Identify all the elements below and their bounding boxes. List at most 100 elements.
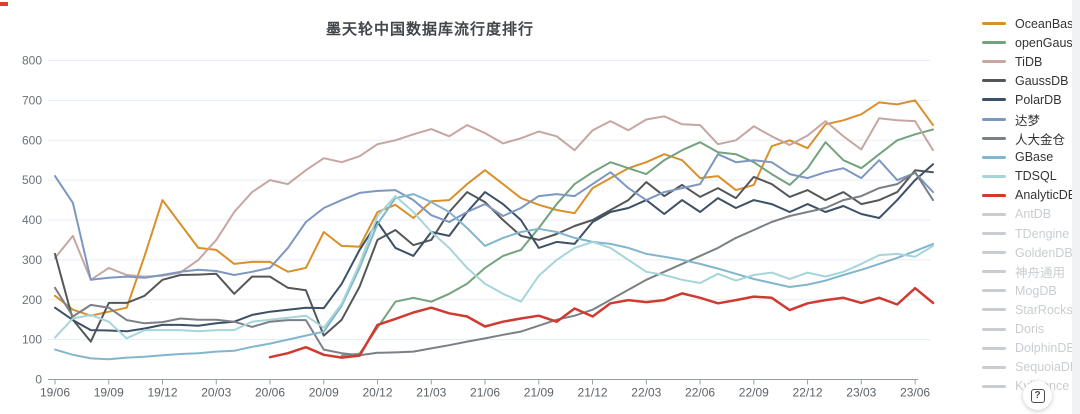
legend-label: StarRocks <box>1015 302 1073 317</box>
legend-swatch <box>982 98 1006 102</box>
series-line-OceanBase <box>54 99 934 317</box>
legend-item-TDSQL[interactable]: TDSQL <box>982 167 1080 186</box>
y-axis-label: 300 <box>22 253 42 267</box>
x-axis-label: 21/12 <box>578 386 608 400</box>
legend-label: MogDB <box>1015 283 1057 298</box>
series-line-TiDB <box>54 115 934 281</box>
legend-swatch <box>982 136 1006 140</box>
x-axis-label: 22/09 <box>739 386 769 400</box>
legend-label: GaussDB <box>1015 73 1069 88</box>
chart-legend: OceanBase openGauss TiDB GaussDB PolarDB 达梦人大… <box>982 14 1080 396</box>
series-line-PolarDB <box>54 163 934 333</box>
y-axis-label: 200 <box>22 293 42 307</box>
series-line-openGauss <box>340 128 934 357</box>
series-line-AnalyticDB <box>268 286 935 359</box>
legend-label: GoldenDB <box>1015 245 1073 260</box>
legend-item-GaussDB[interactable]: GaussDB <box>982 71 1080 90</box>
legend-item-MogDB[interactable]: MogDB <box>982 281 1080 300</box>
legend-swatch <box>982 41 1006 45</box>
legend-swatch <box>982 289 1006 293</box>
x-axis-label: 20/06 <box>255 386 285 400</box>
x-axis-label: 19/12 <box>147 386 177 400</box>
legend-label: AntDB <box>1015 207 1052 222</box>
y-axis-label: 800 <box>22 54 42 68</box>
legend-swatch <box>982 79 1006 83</box>
question-mark-icon: ? <box>1030 388 1045 403</box>
legend-item-StarRocks[interactable]: StarRocks <box>982 300 1080 319</box>
help-button[interactable]: ? <box>1023 381 1052 410</box>
legend-item-Doris[interactable]: Doris <box>982 320 1080 339</box>
legend-swatch <box>982 22 1006 26</box>
legend-label: 神舟通用 <box>1015 266 1066 281</box>
legend-swatch <box>982 117 1006 121</box>
legend-item-达梦[interactable]: 达梦 <box>982 109 1080 128</box>
x-axis-label: 20/03 <box>201 386 231 400</box>
legend-label: TDSQL <box>1015 169 1057 184</box>
legend-label: TiDB <box>1015 54 1043 69</box>
legend-item-AntDB[interactable]: AntDB <box>982 205 1080 224</box>
legend-swatch <box>982 60 1006 64</box>
series-line-GBase <box>54 193 934 361</box>
legend-swatch <box>982 384 1006 388</box>
y-axis-label: 500 <box>22 173 42 187</box>
y-axis-label: 0 <box>35 373 42 387</box>
y-axis-label: 400 <box>22 213 42 227</box>
legend-swatch <box>982 155 1006 159</box>
x-axis-label: 22/12 <box>793 386 823 400</box>
legend-swatch <box>982 270 1006 274</box>
legend-label: SequoiaDB <box>1015 360 1079 375</box>
x-axis-label: 21/03 <box>416 386 446 400</box>
x-axis-label: 20/12 <box>363 386 393 400</box>
legend-swatch <box>982 327 1006 331</box>
legend-item-SequoiaDB[interactable]: SequoiaDB <box>982 358 1080 377</box>
legend-label: TDengine <box>1015 226 1070 241</box>
series-line-TDSQL <box>54 195 934 340</box>
series-line-达梦 <box>54 153 934 281</box>
y-axis-label: 700 <box>22 93 42 107</box>
legend-swatch <box>982 251 1006 255</box>
legend-swatch <box>982 308 1006 312</box>
legend-item-GBase[interactable]: GBase <box>982 148 1080 167</box>
x-axis-label: 22/06 <box>685 386 715 400</box>
legend-item-AnalyticDB[interactable]: AnalyticDB <box>982 186 1080 205</box>
x-axis-label: 22/03 <box>631 386 661 400</box>
legend-item-OceanBase[interactable]: OceanBase <box>982 14 1080 33</box>
legend-swatch <box>982 193 1006 197</box>
legend-swatch <box>982 365 1006 369</box>
legend-label: PolarDB <box>1015 92 1062 107</box>
legend-label: GBase <box>1015 150 1054 165</box>
page-title: 墨天轮中国数据库流行度排行 <box>325 21 534 38</box>
x-axis-label: 19/06 <box>40 386 70 400</box>
legend-swatch <box>982 232 1006 236</box>
series-line-GaussDB <box>54 169 934 343</box>
screenshot-artifact <box>0 2 8 6</box>
legend-label: AnalyticDB <box>1015 188 1077 203</box>
legend-item-TiDB[interactable]: TiDB <box>982 52 1080 71</box>
popularity-line-chart: 0 100 200 300 400 500 600 700 800 19/06 19/09 19/12… <box>22 54 935 400</box>
legend-item-人大金仓[interactable]: 人大金仓 <box>982 129 1080 148</box>
legend-item-TDengine[interactable]: TDengine <box>982 224 1080 243</box>
x-axis-label: 23/03 <box>846 386 876 400</box>
legend-swatch <box>982 174 1006 178</box>
legend-label: 达梦 <box>1015 113 1041 128</box>
x-axis-label: 23/06 <box>900 386 930 400</box>
x-axis-label: 21/09 <box>524 386 554 400</box>
legend-swatch <box>982 212 1006 216</box>
legend-item-DolphinDB[interactable]: DolphinDB <box>982 339 1080 358</box>
legend-item-PolarDB[interactable]: PolarDB <box>982 90 1080 109</box>
scrollbar-track <box>1072 0 1080 414</box>
series-line-人大金仓 <box>54 171 934 357</box>
y-axis-label: 100 <box>22 333 42 347</box>
legend-item-神舟通用[interactable]: 神舟通用 <box>982 262 1080 281</box>
y-axis-label: 600 <box>22 133 42 147</box>
legend-label: Doris <box>1015 322 1045 337</box>
legend-label: OceanBase <box>1015 16 1080 31</box>
legend-label: DolphinDB <box>1015 341 1075 356</box>
x-axis-label: 20/09 <box>309 386 339 400</box>
legend-item-GoldenDB[interactable]: GoldenDB <box>982 243 1080 262</box>
x-axis-label: 21/06 <box>470 386 500 400</box>
legend-item-openGauss[interactable]: openGauss <box>982 33 1080 52</box>
legend-label: openGauss <box>1015 35 1079 50</box>
legend-label: 人大金仓 <box>1015 132 1066 147</box>
